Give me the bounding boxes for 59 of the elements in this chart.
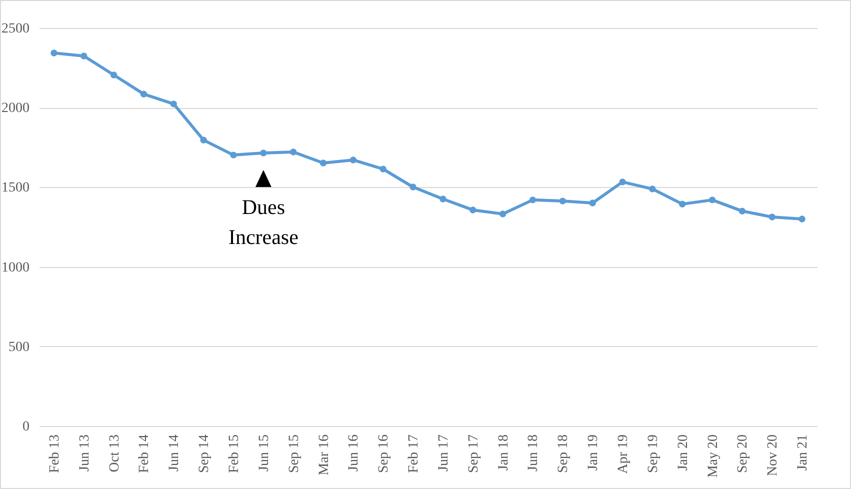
x-tick-label: Feb 17	[406, 434, 422, 473]
point	[649, 186, 656, 192]
x-tick-label: Jun 17	[436, 434, 452, 472]
x-tick-label: Sep 14	[197, 434, 212, 473]
x-tick-label: Apr 19	[616, 434, 631, 474]
point	[170, 100, 178, 108]
y-tick-label: 2000	[2, 101, 30, 116]
point	[410, 184, 416, 190]
point	[260, 150, 267, 156]
point	[708, 196, 716, 204]
point	[678, 200, 686, 208]
point	[110, 72, 118, 78]
point	[768, 214, 776, 220]
x-tick-label: Jan 19	[586, 434, 602, 471]
point	[290, 148, 297, 156]
x-tick-label: Jan 21	[796, 434, 811, 471]
point	[619, 178, 626, 186]
point	[798, 216, 806, 222]
x-tick-label: Jun 15	[256, 434, 272, 472]
point	[499, 210, 506, 218]
x-tick-label: Mar 16	[316, 434, 332, 476]
point	[440, 196, 446, 202]
x-tick-label: Jan 20	[676, 434, 691, 471]
annotation: Dues Increase	[228, 194, 298, 249]
point	[50, 50, 58, 56]
point	[589, 200, 596, 206]
x-tick-label: Sep 16	[376, 434, 392, 473]
y-tick-label: 1000	[2, 260, 30, 276]
x-tick-label: Sep 15	[286, 434, 302, 473]
x-tick-label: Jun 16	[346, 434, 362, 472]
point	[470, 206, 476, 214]
y-tick-label: 0	[22, 420, 30, 434]
x-tick-label: Sep 19	[646, 434, 661, 473]
x-tick-label: Jun 13	[77, 434, 92, 472]
point	[200, 136, 207, 144]
y-tick-label: 500	[8, 340, 30, 355]
x-tick-label: Nov 20	[766, 434, 781, 476]
point	[140, 90, 148, 98]
x-tick-label: Sep 17	[466, 434, 482, 473]
point	[230, 152, 237, 158]
x-tick-label: Jun 18	[526, 434, 542, 472]
point	[738, 208, 746, 214]
x-tick-label: Jan 18	[496, 434, 512, 471]
point	[380, 166, 386, 172]
x-tick-label: Feb 15	[227, 434, 242, 473]
x-tick-label: Sep 18	[556, 434, 572, 473]
x-tick-label: Feb 14	[137, 434, 152, 473]
y-tick-label: 2500	[2, 22, 30, 36]
x-tick-label: Sep 20	[736, 434, 751, 473]
point	[559, 198, 566, 204]
y-tick-label: 1500	[2, 180, 30, 196]
x-tick-label: Jun 14	[167, 434, 182, 472]
x-tick-label: Feb 13	[47, 434, 62, 473]
point	[529, 196, 536, 204]
point	[80, 52, 88, 60]
point	[350, 156, 357, 164]
x-tick-label: May 20	[706, 434, 721, 478]
point	[320, 160, 327, 166]
x-tick-label: Oct 13	[107, 434, 122, 472]
